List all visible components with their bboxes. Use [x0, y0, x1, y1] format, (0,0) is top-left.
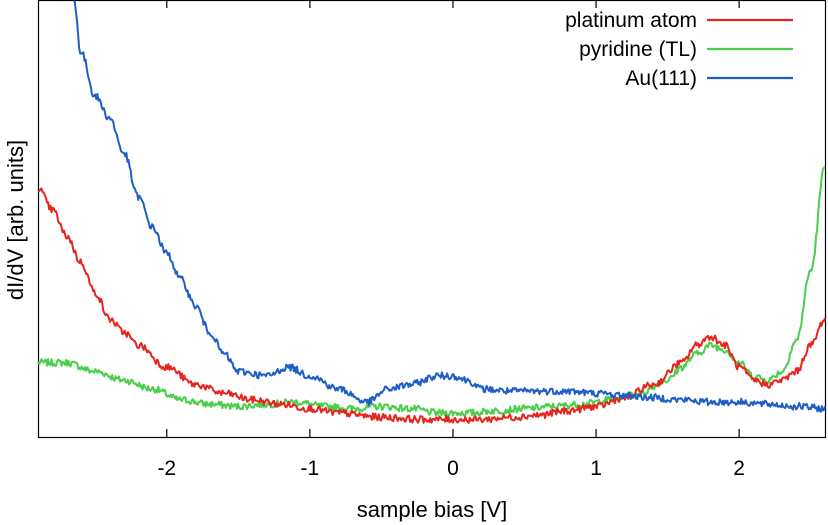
series-line-1 [37, 166, 826, 418]
legend-label: platinum atom [565, 9, 697, 32]
x-tick-label: 0 [447, 457, 459, 480]
plot-frame [37, 0, 827, 439]
legend-label: pyridine (TL) [579, 38, 697, 61]
x-tick-label: -1 [301, 457, 320, 480]
x-axis-ticks: -2 -1 0 1 2 [157, 0, 745, 480]
x-tick-label: 2 [733, 457, 745, 480]
legend: platinum atom pyridine (TL) Au(111) [565, 9, 793, 90]
x-tick-label: 1 [590, 457, 602, 480]
x-tick-label: -2 [157, 457, 176, 480]
x-axis-label: sample bias [V] [357, 497, 507, 522]
series-line-2 [73, 0, 826, 413]
series-line-0 [37, 187, 826, 424]
series-layer [37, 0, 826, 424]
legend-label: Au(111) [625, 67, 697, 90]
y-axis-label: dI/dV [arb. units] [3, 140, 28, 300]
